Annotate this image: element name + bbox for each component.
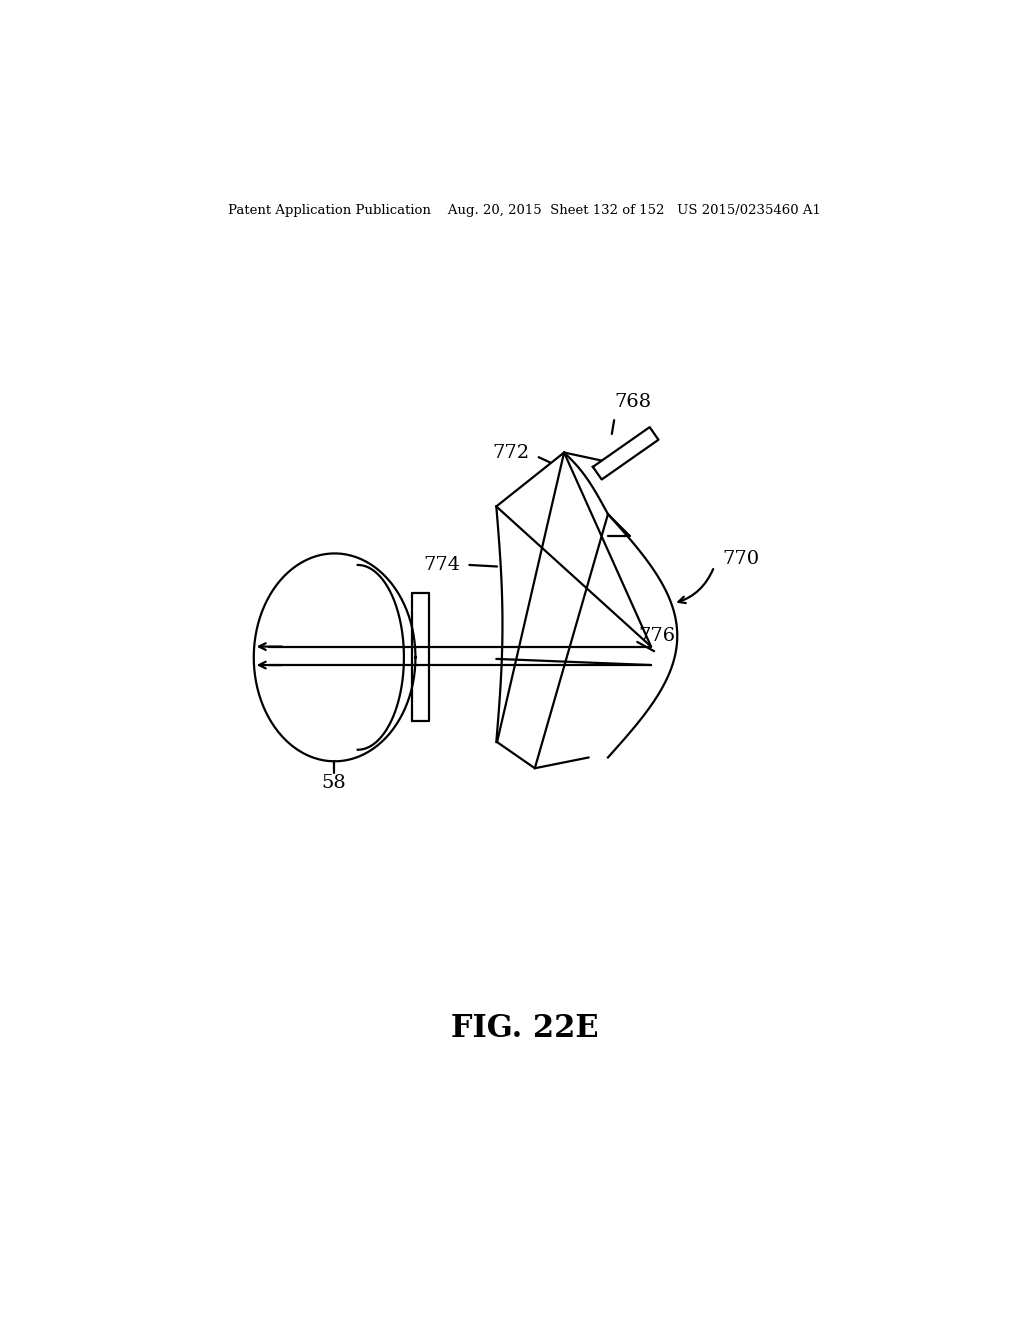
Text: 776: 776 (639, 627, 676, 644)
Text: 58: 58 (322, 775, 346, 792)
Text: Patent Application Publication    Aug. 20, 2015  Sheet 132 of 152   US 2015/0235: Patent Application Publication Aug. 20, … (228, 205, 821, 218)
Polygon shape (593, 428, 658, 479)
Text: FIG. 22E: FIG. 22E (451, 1012, 599, 1044)
Text: 772: 772 (493, 444, 529, 462)
Text: 768: 768 (614, 393, 651, 411)
Text: 774: 774 (423, 556, 460, 574)
Text: 770: 770 (722, 550, 759, 568)
